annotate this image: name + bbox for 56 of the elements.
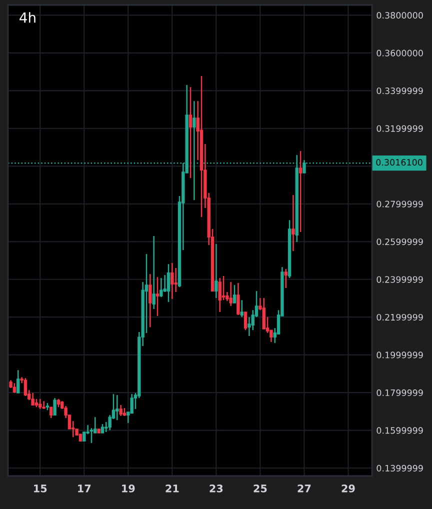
candlestick [222, 275, 226, 301]
y-tick-label: 0.2399999 [376, 276, 423, 283]
candlestick [170, 262, 174, 300]
candlestick [130, 393, 134, 414]
x-tick-label: 21 [166, 484, 179, 492]
y-tick-label: 0.1399999 [376, 464, 423, 472]
candlestick [166, 263, 170, 303]
candlestick [229, 281, 232, 307]
candlestick [192, 100, 196, 201]
y-tick-label: 0.3600000 [376, 50, 423, 56]
candlestick [90, 427, 94, 444]
candlestick [232, 284, 236, 304]
candlestick [292, 194, 295, 252]
x-tick-label: 25 [254, 484, 267, 492]
y-tick-label: 0.3399999 [376, 88, 423, 94]
candlestick [116, 394, 119, 421]
candlestick [262, 297, 266, 330]
candlestick [240, 300, 244, 318]
candlestick [218, 277, 222, 313]
candlestick [24, 377, 28, 397]
candlestick [214, 243, 218, 299]
candlestick [50, 406, 53, 419]
y-tick-label: 0.2799999 [376, 200, 423, 208]
x-tick-label: 23 [210, 484, 223, 492]
candlestick [188, 86, 192, 179]
y-tick-label: 0.1999999 [376, 352, 423, 358]
y-tick-label: 0.1599999 [376, 427, 423, 434]
candlestick [244, 311, 248, 331]
x-tick-label: 29 [342, 484, 355, 492]
candlestick [119, 404, 122, 417]
candlestick [284, 268, 288, 289]
candlestick [236, 282, 240, 316]
x-tick-label: 15 [34, 484, 47, 492]
candlestick [12, 382, 16, 394]
x-tick-label: 27 [298, 484, 311, 492]
candlestick [42, 400, 46, 410]
candlestick [16, 370, 20, 394]
x-tick-label: 17 [78, 484, 91, 492]
y-tick-label: 0.2599999 [376, 238, 423, 246]
candlestick [152, 235, 156, 310]
y-tick-label: 0.3199999 [376, 125, 423, 132]
chart-title: 4h [20, 12, 36, 23]
y-tick-label: 0.2199999 [376, 314, 423, 321]
y-tick-label: 0.1799999 [376, 389, 423, 396]
x-tick-label: 19 [122, 484, 135, 492]
candlestick [163, 274, 166, 293]
ref-line-label: 0.3016100 [376, 159, 422, 166]
candlestick [160, 277, 163, 298]
candlestick [174, 267, 178, 293]
y-tick-label: 0.3800000 [376, 12, 423, 19]
candlestick [148, 273, 152, 328]
candlestick [31, 392, 34, 406]
candlestick [53, 397, 56, 416]
candlestick [38, 398, 42, 410]
candlestick [298, 150, 302, 233]
candlestick [156, 276, 160, 317]
